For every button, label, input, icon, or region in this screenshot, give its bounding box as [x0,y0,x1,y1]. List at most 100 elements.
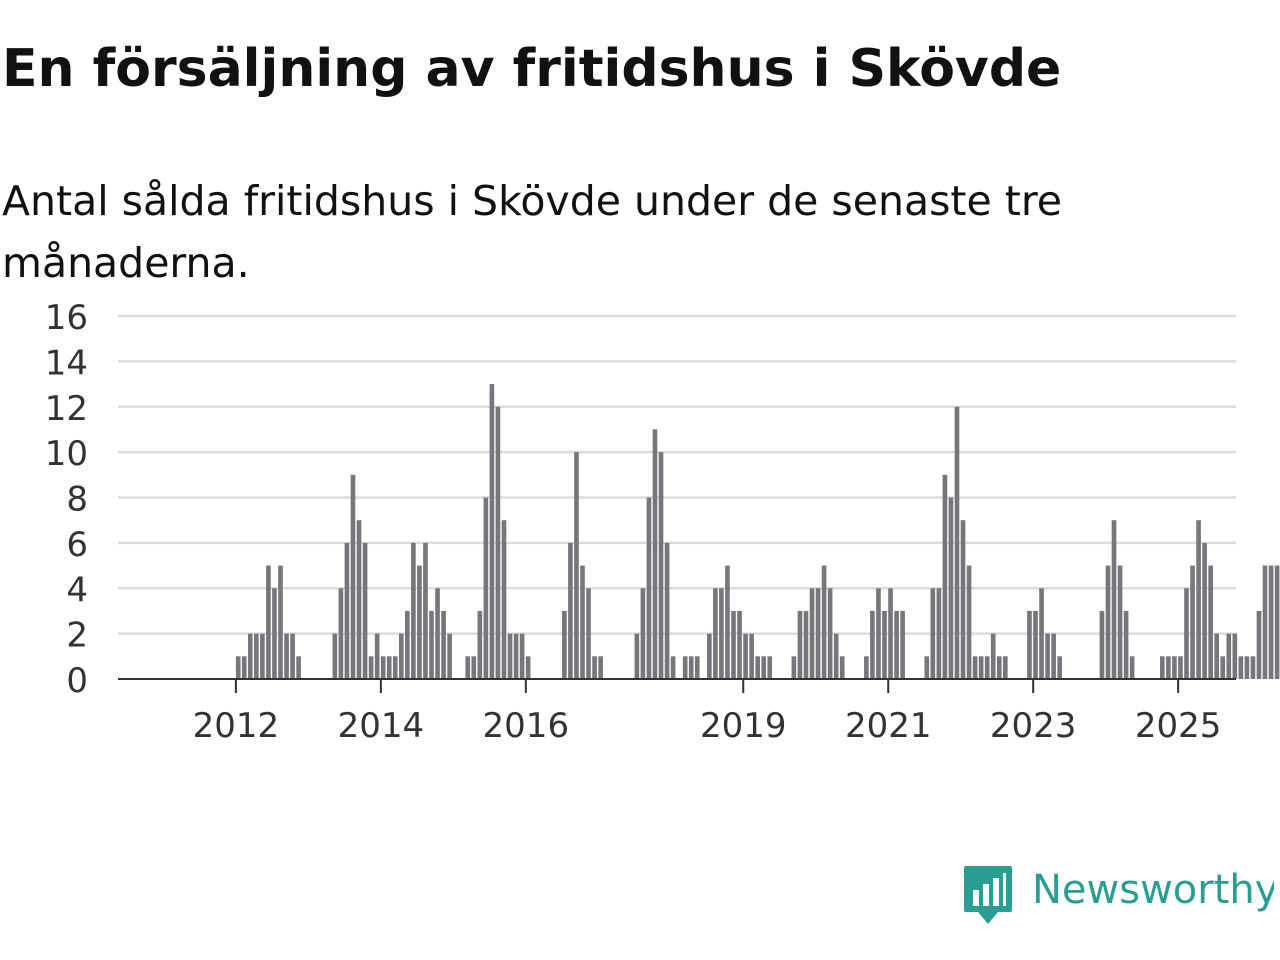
bar [924,656,930,679]
bar [1123,610,1129,679]
bar [350,474,356,679]
bar [435,588,440,679]
bar [670,656,676,679]
bar [870,610,875,679]
bar [1256,610,1262,679]
bar [1244,656,1250,679]
y-tick-label: 10 [45,434,88,474]
x-tick-label: 2016 [483,706,570,746]
bar [272,588,277,679]
bar [888,588,893,679]
bar [815,588,821,679]
bar [507,633,513,679]
bar [562,610,567,679]
bar [725,565,730,679]
bar [1178,656,1183,679]
bar [598,656,603,679]
bar [513,633,519,679]
bar [749,633,754,679]
y-tick-label: 16 [45,298,88,338]
bar [386,656,392,679]
bar [254,633,259,679]
bar [247,633,253,679]
bar [1172,656,1177,679]
bar [405,610,410,679]
bar [344,542,350,679]
bar [260,633,265,679]
bar [791,656,797,679]
bar [241,656,247,679]
bar [839,656,845,679]
bar [1057,656,1062,679]
bar [1002,656,1008,679]
bar [1051,633,1056,679]
bar [948,497,954,679]
bar [1099,610,1105,679]
gridlines [118,314,1236,635]
bar [495,406,501,679]
bar [827,588,833,679]
bar [568,542,573,679]
bar [990,633,996,679]
bar [954,406,960,679]
newsworthy-brand: Newsworthy [962,864,1274,926]
bar [1220,656,1226,679]
bar [652,429,658,679]
bar [1214,633,1220,679]
bar [471,656,477,679]
y-tick-label: 6 [66,525,88,565]
bar [580,565,585,679]
bar [1268,565,1274,679]
bar [338,588,344,679]
bar [586,588,591,679]
bar [821,565,827,679]
bar [1190,565,1195,679]
bar [809,588,815,679]
bar [664,542,670,679]
bar [803,610,809,679]
bar [731,610,736,679]
bar [1033,610,1038,679]
y-tick-label: 0 [66,661,88,701]
bar [960,520,966,679]
bar [658,452,664,679]
bar [417,565,422,679]
bar [429,610,434,679]
y-tick-label: 4 [66,570,88,610]
bar [392,656,398,679]
x-tick-label: 2023 [990,706,1077,746]
bar [465,656,471,679]
bar [694,656,700,679]
bar [882,610,887,679]
bar [1196,520,1201,679]
bar [1238,656,1244,679]
chart-subtitle: Antal sålda fritidshus i Skövde under de… [2,177,1063,287]
bar [1160,656,1165,679]
y-tick-label: 14 [45,343,88,383]
bar [755,656,760,679]
bar [936,588,942,679]
bar [1027,610,1032,679]
bar [761,656,767,679]
bar [640,588,646,679]
bar [423,542,428,679]
bar [1250,656,1256,679]
x-tick-label: 2025 [1135,706,1222,746]
bar [876,588,881,679]
bar [737,610,742,679]
bar [1111,520,1117,679]
bar [296,656,301,679]
bar [447,633,452,679]
bar [1045,633,1050,679]
bar [978,656,984,679]
bar [900,610,905,679]
bar [374,633,380,679]
bar [1262,565,1268,679]
bar [1117,565,1123,679]
bar [1232,633,1238,679]
bar [380,656,386,679]
bar [984,656,990,679]
x-tick-label: 2014 [338,706,425,746]
bar [362,542,368,679]
